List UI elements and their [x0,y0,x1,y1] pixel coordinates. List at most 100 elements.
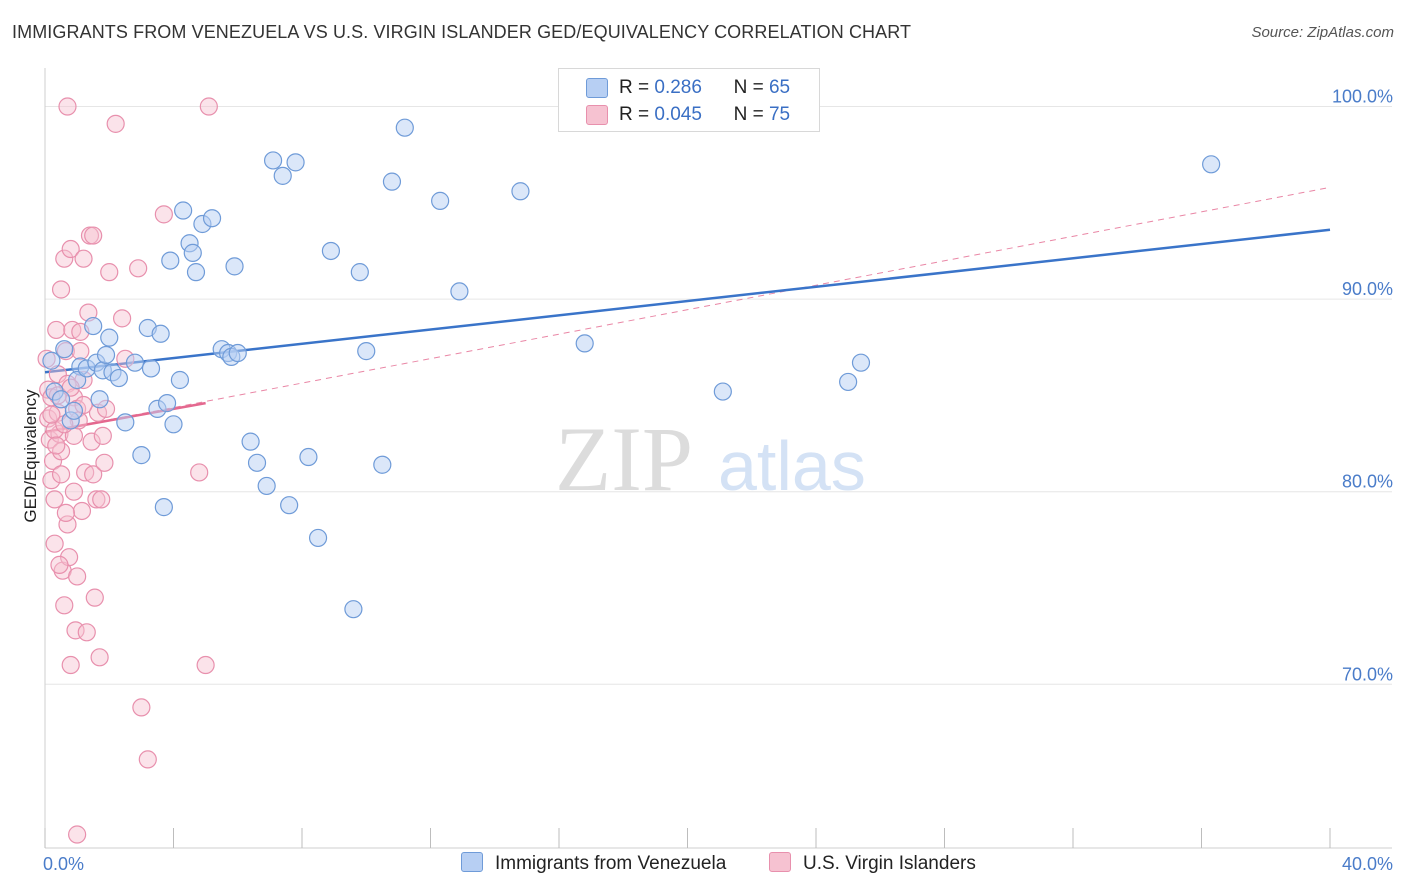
data-point-venezuela [713,382,732,401]
data-point-venezuela [100,328,119,347]
data-point-virgin-islanders [68,825,87,844]
swatch-pink [586,105,608,125]
data-point-venezuela [373,455,392,474]
data-point-virgin-islanders [45,490,64,509]
x-tick-label: 40.0% [1342,854,1393,874]
data-point-virgin-islanders [199,97,218,116]
trend-line-virgin-islanders-dashed [44,186,1331,433]
y-tick-label: 100.0% [1332,87,1393,107]
r-label: R = [619,77,655,98]
n-value: 65 [768,77,791,98]
data-point-virgin-islanders [71,342,90,361]
data-point-virgin-islanders [51,442,71,461]
data-point-venezuela [286,153,305,172]
data-point-virgin-islanders [47,436,66,455]
y-tick-label: 70.0% [1342,664,1393,684]
data-point-virgin-islanders [138,750,157,769]
data-point-venezuela [64,401,84,420]
data-point-virgin-islanders [50,555,69,574]
data-point-venezuela [350,263,369,282]
n-value: 75 [768,104,791,125]
data-point-venezuela [157,394,177,413]
data-point-venezuela [511,182,530,201]
legend-label-venezuela: Immigrants from Venezuela [495,853,727,874]
data-point-virgin-islanders [55,249,74,268]
chart-title: IMMIGRANTS FROM VENEZUELA VS U.S. VIRGIN… [12,22,912,42]
data-point-venezuela [132,446,151,465]
points-venezuela [42,97,1221,619]
y-axis-label: GED/Equivalency [21,389,40,523]
data-point-virgin-islanders [58,515,77,534]
data-point-virgin-islanders [95,453,114,472]
r-value: 0.045 [654,104,702,125]
data-point-virgin-islanders [61,655,80,675]
data-point-virgin-islanders [90,648,109,667]
data-point-virgin-islanders [84,465,103,484]
stats-legend: R = 0.286 N = 65 R = 0.045 N = 75 [558,68,820,132]
r-label: R = [619,104,655,125]
data-point-virgin-islanders [100,263,119,282]
data-point-venezuela [202,209,222,228]
data-point-virgin-islanders [74,249,93,268]
data-point-venezuela [186,263,206,282]
y-tick-label: 80.0% [1342,472,1393,492]
x-tick-label: 0.0% [43,854,84,874]
data-point-virgin-islanders [196,655,215,675]
legend-swatch-pink [769,852,791,872]
data-point-venezuela [273,166,292,185]
data-point-venezuela [308,528,328,548]
data-point-virgin-islanders [66,621,85,640]
data-point-venezuela [84,316,103,336]
data-point-venezuela [51,390,71,409]
data-point-virgin-islanders [64,482,84,501]
data-point-venezuela [170,370,190,390]
points-virgin-islanders [37,97,218,844]
data-point-virgin-islanders [129,259,148,278]
data-point-virgin-islanders [106,114,125,133]
watermark-atlas: atlas [718,427,866,505]
legend-item-virgin-islanders: U.S. Virgin Islanders [769,852,976,875]
source-credit: Source: ZipAtlas.com [1251,24,1394,41]
n-label: N = [733,77,769,98]
watermark-zip: ZIP [555,408,693,510]
data-point-venezuela [116,413,135,432]
data-point-venezuela [575,334,594,353]
data-point-virgin-islanders [45,534,64,553]
data-point-virgin-islanders [59,548,79,567]
data-point-virgin-islanders [45,420,64,440]
data-point-venezuela [851,353,871,372]
data-point-venezuela [164,415,183,434]
data-point-venezuela [344,600,363,619]
data-point-venezuela [280,496,299,515]
data-point-virgin-islanders [72,501,92,521]
data-point-venezuela [183,243,202,262]
data-point-venezuela [382,172,402,191]
data-point-virgin-islanders [154,205,173,224]
x-tick-labels: 0.0% 40.0% [43,854,1393,874]
data-point-venezuela [151,324,170,343]
data-point-venezuela [299,447,318,467]
data-point-venezuela [125,353,145,372]
data-point-virgin-islanders [132,698,151,717]
data-point-venezuela [109,368,128,388]
data-point-venezuela [257,476,276,496]
data-point-venezuela [450,282,469,301]
data-point-venezuela [161,251,180,270]
data-point-venezuela [174,201,193,220]
data-point-venezuela [839,372,858,392]
legend-item-venezuela: Immigrants from Venezuela [461,852,726,875]
data-point-venezuela [141,359,161,378]
data-point-virgin-islanders [47,320,66,340]
data-point-venezuela [225,257,244,276]
data-point-virgin-islanders [68,567,87,586]
r-value: 0.286 [654,77,702,98]
data-point-virgin-islanders [42,405,61,424]
n-label: N = [733,104,769,125]
legend-swatch-blue [461,852,483,872]
data-point-virgin-islanders [42,471,61,490]
data-point-virgin-islanders [58,97,77,116]
data-point-venezuela [96,345,116,365]
data-point-venezuela [42,351,61,370]
data-point-venezuela [90,390,109,409]
